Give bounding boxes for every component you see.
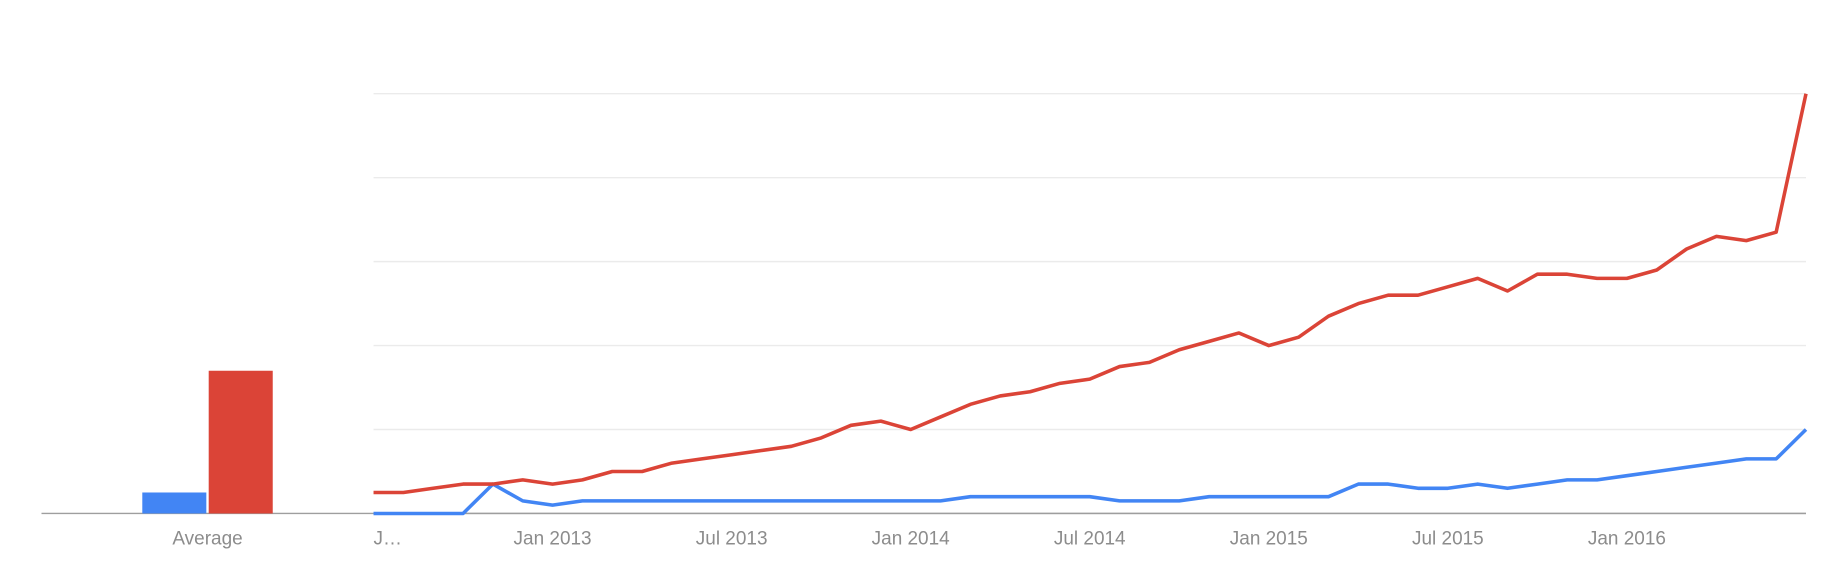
line-series <box>373 93 1808 495</box>
x-tick-label: Average <box>172 529 242 550</box>
x-tick-label: Jan 2013 <box>514 529 592 550</box>
x-tick-label: Jul 2014 <box>1054 529 1126 550</box>
x-tick-label: Jan 2016 <box>1588 529 1666 550</box>
x-tick-label: Jul 2015 <box>1412 529 1484 550</box>
x-tick-label: Jan 2015 <box>1230 529 1308 550</box>
x-tick-label: Jan 2014 <box>872 529 950 550</box>
bar <box>142 492 207 514</box>
x-tick-label: J… <box>374 529 402 550</box>
line-series <box>373 428 1808 516</box>
bar <box>208 370 273 514</box>
x-tick-label: Jul 2013 <box>696 529 768 550</box>
